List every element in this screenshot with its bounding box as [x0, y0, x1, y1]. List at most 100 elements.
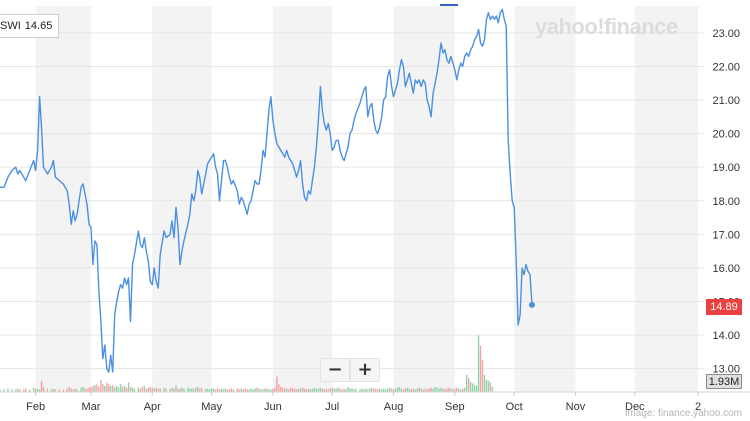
volume-bar	[392, 389, 395, 392]
volume-bar	[487, 380, 490, 392]
volume-bar	[232, 389, 235, 392]
volume-bar	[361, 388, 363, 392]
volume-bar	[117, 387, 120, 392]
image-credit: Image: finance.yahoo.com	[624, 408, 742, 419]
volume-bar	[131, 387, 134, 392]
volume-bar	[119, 384, 122, 392]
volume-bar	[295, 389, 298, 392]
volume-bar	[386, 388, 389, 392]
volume-bar	[458, 388, 460, 392]
x-tick-label: Aug	[384, 401, 404, 413]
volume-bar	[278, 384, 280, 392]
volume-bar	[125, 387, 128, 392]
volume-bar	[305, 389, 308, 392]
volume-bar	[424, 388, 426, 392]
volume-bar	[58, 389, 61, 392]
volume-bar	[88, 387, 90, 392]
volume-bar	[11, 389, 13, 392]
volume-bar	[28, 389, 31, 392]
volume-bar	[113, 386, 116, 392]
volume-bar	[66, 388, 68, 392]
volume-bar	[244, 388, 246, 392]
volume-bar	[373, 388, 375, 392]
volume-bar	[137, 387, 140, 392]
volume-bar	[256, 387, 258, 392]
volume-bar	[70, 388, 72, 392]
volume-bar	[485, 380, 488, 392]
volume-bar	[62, 389, 64, 392]
volume-bar	[307, 388, 310, 392]
last-price-dot	[528, 301, 535, 308]
volume-bar	[345, 389, 347, 392]
volume-bar	[416, 388, 418, 392]
volume-bar	[50, 389, 53, 392]
volume-bar	[347, 386, 349, 392]
volume-bar	[246, 389, 248, 392]
series-legend: SWI 14.65	[0, 14, 60, 38]
volume-bar	[98, 386, 100, 392]
volume-bar	[434, 386, 436, 392]
month-band-5	[634, 6, 699, 392]
volume-bar	[286, 388, 288, 392]
volume-bar	[139, 388, 142, 392]
volume-bar	[147, 387, 150, 392]
volume-bar	[432, 388, 434, 392]
volume-bar	[258, 388, 260, 392]
volume-bar	[214, 389, 217, 392]
volume-bar	[106, 382, 108, 392]
y-tick-label: 14.00	[712, 330, 740, 342]
volume-bar	[309, 389, 312, 392]
volume-bar	[394, 388, 397, 392]
volume-bar	[226, 389, 229, 392]
y-tick-label: 16.00	[712, 263, 740, 275]
volume-bar	[204, 388, 207, 392]
volume-bar	[351, 388, 353, 392]
volume-bar	[452, 389, 454, 392]
y-tick-label: 20.00	[712, 129, 740, 141]
volume-bar	[199, 388, 201, 392]
volume-bar	[418, 387, 420, 392]
volume-bar	[210, 388, 213, 392]
volume-bar	[19, 389, 21, 392]
volume-bar	[250, 388, 252, 392]
volume-bar	[477, 335, 480, 392]
month-band-1	[152, 6, 212, 392]
volume-bar	[353, 389, 355, 392]
volume-bar	[333, 388, 335, 392]
volume-bar	[262, 389, 264, 392]
volume-bar	[396, 387, 399, 392]
y-tick-label: 19.00	[712, 162, 740, 174]
volume-bar	[90, 386, 92, 392]
x-tick-label: Sep	[445, 401, 465, 413]
y-tick-label: 22.00	[712, 61, 740, 73]
last-volume-badge: 1.93M	[706, 374, 742, 389]
volume-bar	[311, 388, 314, 392]
y-tick-label: 18.00	[712, 196, 740, 208]
volume-bar	[460, 389, 462, 392]
volume-bar	[72, 389, 74, 392]
zoom-out-button[interactable]: −	[320, 358, 350, 382]
volume-bar	[7, 388, 9, 392]
volume-bar	[359, 389, 361, 392]
volume-bar	[448, 387, 450, 392]
zoom-in-button[interactable]: +	[350, 358, 380, 382]
volume-bar	[92, 386, 94, 392]
volume-bar	[341, 389, 343, 392]
volume-bar	[32, 387, 35, 392]
volume-bar	[163, 387, 165, 392]
volume-bar	[222, 389, 225, 392]
volume-bar	[68, 386, 70, 392]
volume-bar	[254, 388, 256, 392]
volume-bar	[288, 389, 290, 392]
volume-bar	[195, 387, 197, 392]
volume-bar	[197, 386, 199, 392]
volume-bar	[380, 389, 383, 392]
volume-bar	[282, 387, 284, 392]
volume-bar	[473, 385, 476, 392]
volume-bar	[189, 388, 191, 392]
volume-bar	[299, 388, 302, 392]
volume-bar	[335, 388, 337, 392]
volume-bar	[115, 386, 118, 392]
volume-bar	[76, 389, 78, 392]
volume-bar	[428, 388, 430, 392]
